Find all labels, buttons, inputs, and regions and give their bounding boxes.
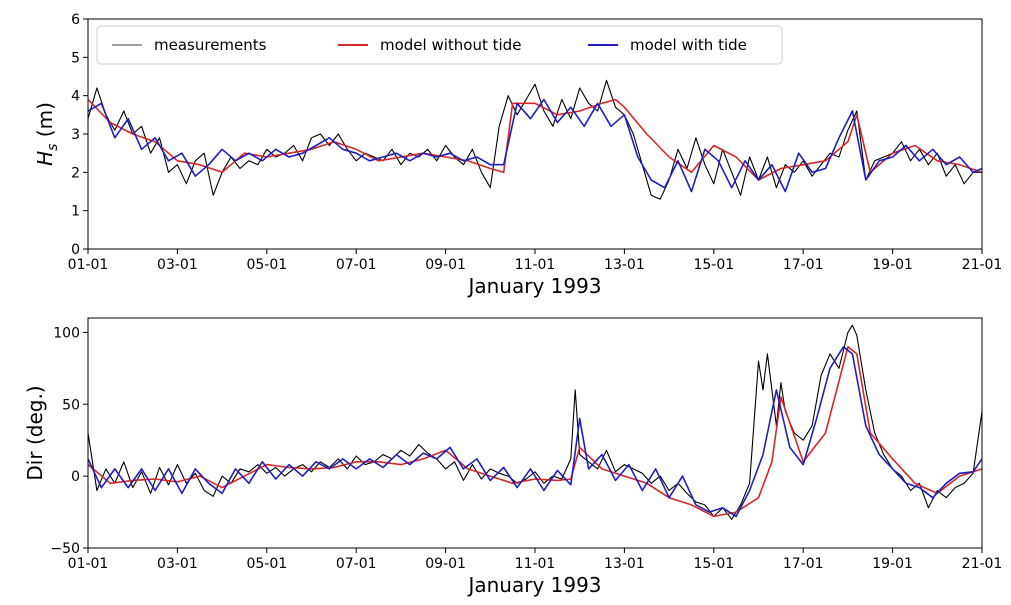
hs-x-tick-label: 09-01	[425, 257, 466, 273]
hs-x-tick-label: 19-01	[872, 257, 913, 273]
dir-axes-frame	[87, 317, 983, 549]
hs-panel: 01-01 03-01 05-01 07-01 09-01 11-01 13-01 15-01…	[33, 12, 1002, 298]
dir-line-model-without-tide	[88, 345, 982, 518]
dir-x-tick-label: 01-01	[68, 556, 109, 572]
hs-y-tick-label: 1	[71, 204, 80, 220]
dir-x-tick-label: 05-01	[246, 556, 287, 572]
legend-label-model-without-tide: model without tide	[380, 36, 521, 54]
dir-x-tick-label: 07-01	[336, 556, 377, 572]
dir-series-group	[88, 324, 982, 520]
hs-x-tick-label: 01-01	[68, 257, 109, 273]
hs-y-tick-label: 5	[71, 50, 80, 66]
dir-panel: 01-01 03-01 05-01 07-01 09-01 11-01 13-01 15-01…	[23, 317, 1003, 597]
legend-label-measurements: measurements	[154, 36, 267, 54]
hs-x-tick-label: 15-01	[693, 257, 734, 273]
hs-x-tick-label: 17-01	[783, 257, 824, 273]
hs-series-group	[88, 79, 982, 200]
dir-x-tick-label: 21-01	[962, 556, 1003, 572]
dir-y-tick-label: 50	[62, 397, 80, 413]
legend-box	[96, 25, 783, 65]
dir-y-tick-label: 0	[71, 469, 80, 485]
hs-x-tick-label: 21-01	[962, 257, 1003, 273]
hs-x-tick-label: 07-01	[336, 257, 377, 273]
hs-y-tick-label: 0	[71, 242, 80, 258]
hs-x-tick-label: 03-01	[157, 257, 198, 273]
hs-x-axis-title: January 1993	[466, 274, 601, 298]
hs-x-tick-label: 13-01	[604, 257, 645, 273]
hs-line-model-with-tide	[88, 98, 982, 193]
hs-y-tick-label: 6	[71, 12, 80, 28]
hs-x-tick-label: 05-01	[246, 257, 287, 273]
dir-y-axis-title: Dir (deg.)	[23, 385, 47, 480]
hs-y-tick-label: 4	[71, 89, 80, 105]
dir-y-tick-label: −50	[50, 541, 80, 557]
legend: measurements model without tide model with…	[96, 25, 783, 65]
dir-x-tick-label: 03-01	[157, 556, 198, 572]
dir-x-tick-label: 13-01	[604, 556, 645, 572]
legend-label-model-with-tide: model with tide	[630, 36, 747, 54]
dir-x-tick-label: 17-01	[783, 556, 824, 572]
dir-line-model-with-tide	[88, 345, 982, 518]
dir-x-tick-label: 15-01	[693, 556, 734, 572]
hs-y-tick-label: 2	[71, 165, 80, 181]
dir-x-axis-title: January 1993	[466, 573, 601, 597]
hs-y-tick-label: 3	[71, 127, 80, 143]
dir-y-tick-label: 100	[53, 325, 80, 341]
dir-line-measurements	[88, 324, 982, 520]
dir-x-tick-label: 19-01	[872, 556, 913, 572]
dir-x-tick-label: 09-01	[425, 556, 466, 572]
hs-x-tick-label: 11-01	[515, 257, 556, 273]
hs-y-axis-title: Hs (m)	[33, 102, 61, 166]
dir-x-tick-label: 11-01	[515, 556, 556, 572]
